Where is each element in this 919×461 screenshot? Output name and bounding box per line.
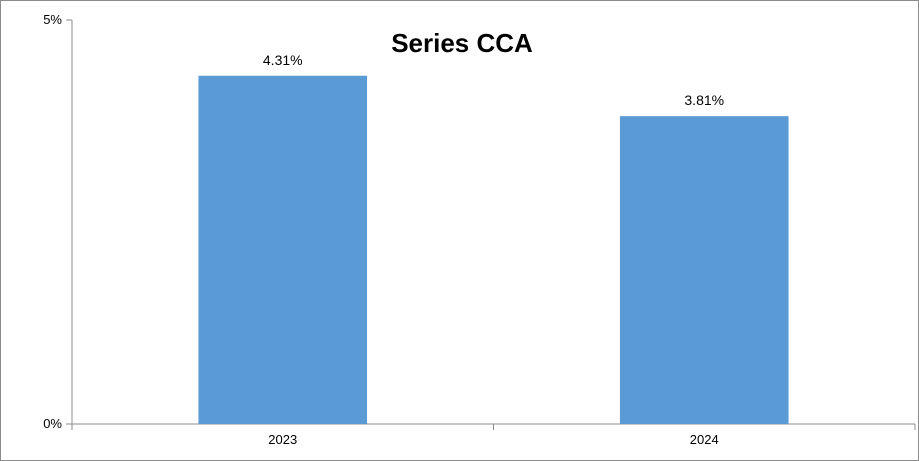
x-tick-label: 2024	[690, 432, 719, 447]
y-tick-label: 5%	[43, 12, 62, 27]
bar	[198, 75, 368, 424]
chart-title: Series CCA	[391, 28, 533, 58]
x-tick-label: 2023	[268, 432, 297, 447]
data-label: 4.31%	[263, 52, 303, 68]
data-label: 3.81%	[684, 92, 724, 108]
bars	[198, 75, 789, 424]
labels: 0% 5% 4.31% 2023 3.81% 2024	[43, 12, 724, 447]
bar	[619, 116, 789, 424]
y-tick-label: 0%	[43, 416, 62, 431]
